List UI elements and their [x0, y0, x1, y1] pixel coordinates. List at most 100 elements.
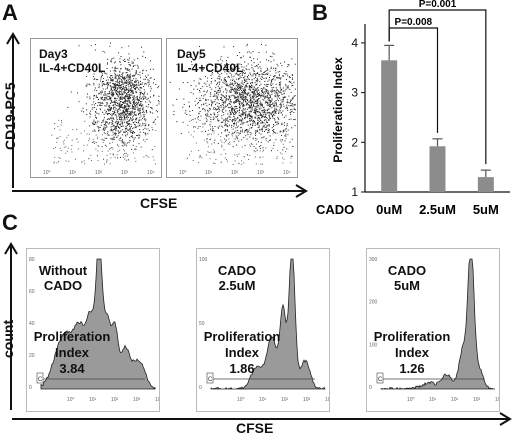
- scatter-point: [118, 115, 120, 117]
- scatter-point: [89, 84, 91, 86]
- scatter-point: [259, 92, 261, 94]
- scatter-point: [236, 85, 238, 87]
- scatter-point: [217, 112, 219, 113]
- scatter-point: [241, 86, 243, 87]
- scatter-point: [140, 125, 142, 127]
- scatter-point: [251, 75, 253, 77]
- scatter-point: [252, 93, 254, 95]
- scatter-point: [225, 124, 227, 126]
- scatter-point: [246, 85, 248, 87]
- scatter-point: [279, 85, 281, 87]
- scatter-point: [280, 112, 282, 114]
- scatter-point: [229, 76, 230, 78]
- scatter-point: [77, 92, 78, 94]
- scatter-point: [119, 97, 121, 99]
- scatter-point: [251, 115, 253, 117]
- scatter-point: [263, 119, 265, 121]
- scatter-point: [253, 103, 254, 105]
- scatter-point: [130, 80, 132, 82]
- scatter-point: [124, 67, 126, 69]
- scatter-point: [229, 141, 230, 143]
- scatter-point: [107, 82, 109, 84]
- scatter-point: [128, 82, 130, 84]
- scatter-point: [109, 142, 111, 144]
- scatter-point: [277, 90, 279, 92]
- scatter-point: [291, 85, 293, 87]
- scatter-point: [114, 100, 116, 102]
- scatter-point: [278, 84, 280, 86]
- scatter-point: [233, 75, 235, 77]
- scatter-point: [275, 83, 277, 85]
- scatter-point: [93, 143, 95, 144]
- scatter-point: [124, 150, 125, 152]
- scatter-point: [120, 116, 122, 118]
- scatter-point: [132, 118, 134, 120]
- scatter-point: [263, 122, 265, 124]
- scatter-point: [253, 58, 255, 60]
- scatter-point: [107, 150, 109, 152]
- scatter-point: [145, 110, 147, 112]
- scatter-point: [110, 78, 112, 80]
- scatter-point: [273, 59, 275, 61]
- scatter-point: [133, 85, 135, 87]
- scatter-point: [243, 113, 244, 115]
- scatter-point: [115, 120, 117, 122]
- scatter-point: [244, 117, 246, 119]
- scatter-point: [243, 105, 245, 107]
- scatter-point: [93, 101, 95, 103]
- scatter-point: [223, 149, 225, 151]
- scatter-point: [106, 121, 107, 123]
- scatter-point: [126, 155, 128, 157]
- scatter-point: [111, 80, 113, 82]
- scatter-point: [116, 154, 118, 156]
- scatter-point: [140, 87, 141, 89]
- scatter-point: [290, 113, 292, 115]
- scatter-point: [263, 87, 265, 88]
- scatter-point: [209, 125, 211, 127]
- histogram-cado-5um: C10⁰10¹10²10³10⁴3002001000 CADO 5uM Prol…: [366, 248, 500, 412]
- scatter-point: [222, 81, 224, 83]
- scatter-plot-day5: 10⁰ 10¹ 10² 10³ 10⁴ Day5 IL-4+CD40L: [166, 38, 298, 178]
- scatter-point: [236, 65, 238, 67]
- scatter-point: [250, 99, 252, 101]
- scatter-point: [118, 132, 120, 134]
- scatter-point: [228, 124, 230, 126]
- scatter-point: [280, 107, 281, 109]
- scatter-point: [116, 105, 118, 107]
- scatter-point: [233, 101, 234, 103]
- scatter-point: [102, 103, 104, 105]
- scatter-point: [236, 122, 237, 124]
- scatter-point: [250, 123, 252, 125]
- scatter-point: [215, 87, 217, 89]
- scatter-point: [252, 137, 254, 139]
- scatter-point: [155, 163, 156, 165]
- scatter-point: [232, 88, 234, 90]
- scatter-point: [140, 115, 142, 117]
- scatter-point: [249, 72, 251, 74]
- scatter-point: [221, 125, 223, 127]
- scatter-point: [221, 144, 223, 146]
- scatter-point: [139, 129, 141, 130]
- scatter-point: [135, 90, 137, 92]
- scatter-point: [127, 159, 129, 161]
- scatter-point: [270, 96, 272, 98]
- scatter-point: [112, 123, 114, 125]
- scatter-point: [274, 90, 276, 92]
- scatter-point: [285, 138, 287, 140]
- scatter-point: [254, 90, 256, 91]
- scatter-point: [236, 108, 238, 109]
- scatter-point: [143, 89, 145, 91]
- scatter-point: [115, 68, 117, 70]
- scatter-point: [237, 99, 239, 101]
- y-tick-label: 100: [369, 342, 378, 348]
- scatter-point: [98, 130, 99, 132]
- scatter-point: [127, 114, 129, 116]
- scatter-point: [152, 121, 154, 123]
- scatter-point: [195, 85, 197, 87]
- scatter-point: [134, 108, 136, 110]
- scatter-point: [242, 109, 244, 111]
- scatter-point: [281, 134, 282, 136]
- scatter-point: [253, 78, 255, 80]
- scatter-point: [257, 86, 259, 88]
- scatter-point: [102, 80, 104, 82]
